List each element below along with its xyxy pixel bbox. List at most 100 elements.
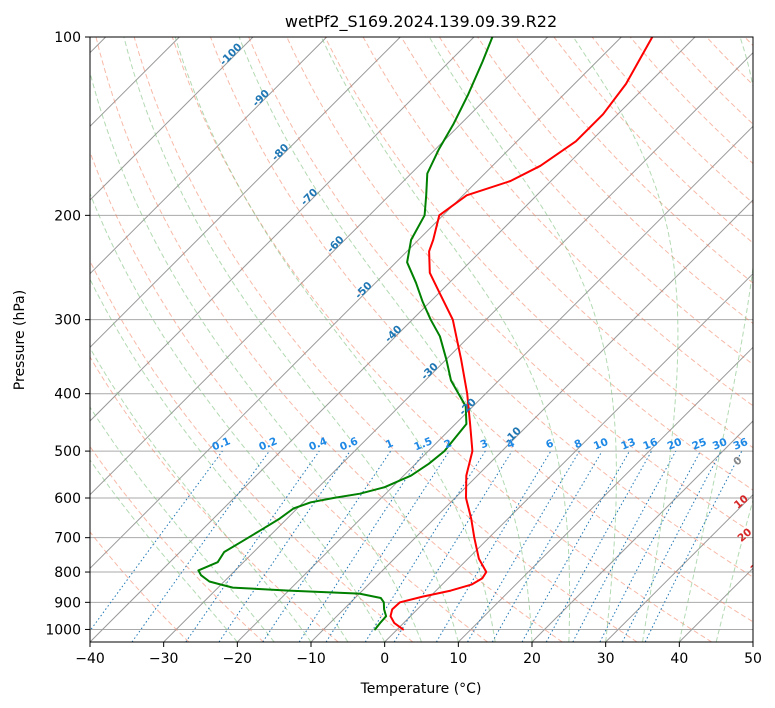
mixing-ratio-label: 2 [442, 437, 453, 451]
x-tick-label: 20 [523, 651, 541, 667]
mixing-ratio-line [572, 450, 677, 642]
mixing-ratio-line [467, 450, 580, 642]
mixing-ratio-line [218, 450, 351, 642]
isotherm-line [605, 493, 753, 642]
mixing-ratio-label: 30 [711, 436, 729, 453]
isotherm-line [457, 346, 753, 642]
moist-adiabat [90, 192, 386, 642]
isotherm-label: -40 [383, 323, 405, 345]
x-tick-label: 40 [670, 651, 688, 667]
x-axis-label: Temperature (°C) [360, 681, 482, 697]
isotherm-label: -50 [353, 280, 375, 302]
mixing-ratio-label: 10 [592, 436, 610, 453]
y-tick-label: 1000 [45, 622, 81, 638]
moist-adiabat [428, 37, 617, 642]
dry-adiabat [286, 37, 753, 534]
moist-adiabat-label: 10 [732, 493, 751, 512]
moist-adiabat-label: 0 [731, 454, 744, 468]
mixing-ratio-label: 25 [690, 436, 708, 453]
mixing-ratio-label: 20 [666, 436, 684, 453]
moist-adiabat [752, 640, 753, 642]
y-tick-label: 800 [54, 565, 81, 581]
dry-adiabat [400, 37, 753, 407]
dewpoint-profile-line [197, 37, 494, 631]
mixing-ratio-label: 16 [641, 436, 659, 453]
y-axis-ticks: 100 200 300 400 500 600 700 800 900 1000 [45, 30, 90, 638]
dry-adiabat [744, 37, 753, 47]
dry-adiabat [668, 37, 753, 125]
isotherm-label: -80 [270, 142, 292, 164]
dry-adiabat [90, 150, 488, 642]
moist-adiabat-label: 20 [735, 526, 754, 545]
moist-adiabat [678, 37, 753, 642]
isotherm-line [90, 37, 549, 496]
mixing-ratio-line [545, 450, 653, 642]
mixing-ratio-line [491, 450, 603, 642]
moist-adiabat [174, 37, 496, 642]
dry-adiabat [133, 37, 638, 642]
y-tick-label: 500 [54, 444, 81, 460]
sounding-series [197, 37, 654, 631]
dry-adiabat [438, 37, 753, 365]
dry-adiabat [248, 37, 753, 578]
isotherm-line [90, 37, 254, 201]
dry-adiabat [591, 37, 753, 204]
isotherm-label: -30 [419, 361, 441, 383]
isotherm-line [90, 37, 475, 422]
isotherm-label: -10 [502, 425, 524, 447]
isotherm-line [236, 125, 753, 642]
y-tick-label: 700 [54, 531, 81, 547]
y-tick-label: 300 [54, 313, 81, 329]
chart-title: wetPf2_S169.2024.139.09.39.R22 [285, 12, 557, 32]
isotherm-line [752, 641, 753, 642]
isotherm-label: -90 [250, 87, 272, 109]
dry-adiabat [90, 531, 190, 642]
moist-adiabat-label: 30 [749, 557, 768, 576]
y-tick-label: 900 [54, 595, 81, 611]
mixing-ratio-label: 1 [384, 437, 395, 451]
mixing-ratio-line [521, 450, 630, 642]
y-tick-label: 200 [54, 208, 81, 224]
dry-adiabat-lines [90, 37, 753, 642]
moist-adiabat [715, 497, 753, 642]
y-tick-label: 100 [54, 30, 81, 46]
dry-adiabat [324, 37, 753, 491]
isotherm-label: -100 [218, 41, 245, 68]
isotherm-line [163, 51, 753, 642]
dry-adiabat [95, 37, 563, 642]
mixing-ratio-line [621, 450, 722, 642]
temperature-profile-line [389, 37, 654, 631]
mixing-ratio-line [90, 450, 223, 632]
mixing-ratio-line [131, 450, 270, 642]
isotherm-line [310, 199, 753, 642]
dry-adiabat [90, 259, 414, 642]
x-axis-ticks: −40 −30 −20 −10 0 10 20 30 40 50 [75, 642, 762, 667]
moist-adiabat [238, 37, 533, 642]
mixing-ratio-label: 3 [479, 437, 490, 451]
dry-adiabat [90, 355, 339, 642]
moist-adiabat [90, 278, 349, 642]
mixing-ratio-lines [90, 450, 743, 642]
plot-frame [89, 36, 754, 643]
dry-adiabat [210, 37, 753, 623]
dry-adiabat [553, 37, 753, 244]
mixing-ratio-line [393, 450, 513, 642]
dry-adiabat [515, 37, 753, 284]
mixing-ratio-line [185, 450, 320, 642]
dry-adiabat [706, 37, 753, 86]
mixing-ratio-label: 4 [505, 437, 516, 451]
moist-adiabat [90, 70, 422, 642]
x-tick-label: 0 [380, 651, 389, 667]
moist-adiabat [572, 37, 679, 642]
y-axis-label: Pressure (hPa) [12, 290, 28, 390]
isotherm-line [531, 420, 753, 642]
x-tick-label: 10 [449, 651, 467, 667]
moist-adiabat-label: 40 [761, 585, 775, 604]
y-tick-label: 400 [54, 387, 81, 403]
isotherm-label: -60 [325, 234, 347, 256]
isotherm-line [678, 567, 753, 642]
isotherm-line [90, 37, 622, 570]
x-tick-label: 50 [744, 651, 762, 667]
mixing-ratio-label: 8 [573, 437, 584, 451]
